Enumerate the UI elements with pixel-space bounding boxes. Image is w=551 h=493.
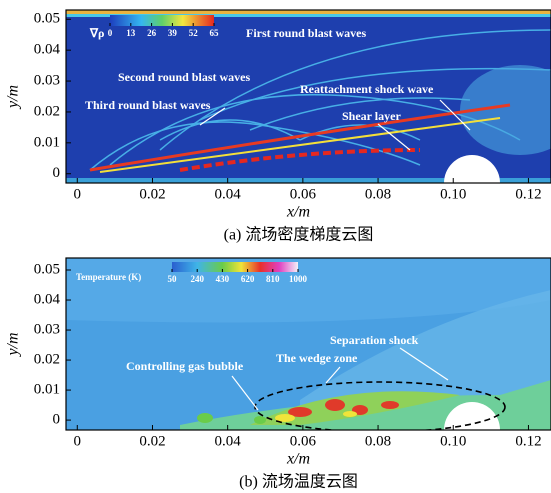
colorbar-tick-label: 26 [147,28,157,38]
annotation: The wedge zone [276,351,358,365]
annotation: Shear layer [342,109,401,123]
x-tick-label: 0.10 [440,433,466,449]
colorbar-tick-label: 0 [108,28,113,38]
y-tick-label: 0.03 [34,72,60,88]
x-tick-label: 0.02 [139,186,165,202]
colorbar-label: ∇ρ [89,26,104,40]
caption: (b) 流场温度云图 [239,473,358,491]
annotation: Separation shock [330,333,419,347]
colorbar-tick-label: 50 [168,274,178,284]
annotation: Reattachment shock wave [300,82,434,96]
x-tick-label: 0.10 [440,186,466,202]
x-tick-label: 0 [74,186,82,202]
annotation: Second round blast waves [118,70,250,84]
y-tick-label: 0.03 [34,321,60,337]
temperature-field [66,258,551,432]
x-axis-label: x/m [286,451,310,468]
annotation: Third round blast waves [85,98,211,112]
y-tick-label: 0.02 [34,351,60,367]
colorbar-tick-label: 620 [241,274,255,284]
colorbar-tick-label: 240 [190,274,204,284]
y-axis-label: y/m [5,85,22,110]
colorbar-tick-label: 52 [189,28,199,38]
x-tick-label: 0.12 [515,186,541,202]
y-tick-label: 0.01 [34,382,60,398]
x-tick-label: 0.08 [365,186,391,202]
caption: (a) 流场密度梯度云图 [224,226,374,244]
x-tick-label: 0.02 [139,433,165,449]
colorbar-tick-label: 65 [210,28,220,38]
x-tick-label: 0.12 [515,433,541,449]
y-tick-label: 0.04 [34,42,61,58]
y-tick-label: 0.04 [34,291,61,307]
colorbar-tick-label: 810 [266,274,280,284]
x-tick-label: 0 [74,433,82,449]
colorbar-label: Temperature (K) [76,272,141,282]
y-tick-label: 0.01 [34,134,60,150]
y-tick-label: 0.02 [34,103,60,119]
colorbar [110,15,214,26]
colorbar-tick-label: 39 [168,28,178,38]
colorbar [172,262,298,272]
y-axis-label: y/m [5,332,22,357]
y-tick-label: 0.05 [34,11,60,27]
x-tick-label: 0.06 [290,433,317,449]
x-tick-label: 0.04 [215,186,242,202]
y-tick-label: 0 [53,412,61,428]
colorbar-tick-label: 1000 [289,274,308,284]
annotation: Controlling gas bubble [126,359,244,373]
annotation: First round blast waves [246,26,366,40]
x-tick-label: 0.06 [290,186,317,202]
colorbar-tick-label: 13 [126,28,136,38]
x-tick-label: 0.04 [215,433,242,449]
x-tick-label: 0.08 [365,433,391,449]
y-tick-label: 0.05 [34,261,60,277]
colorbar-tick-label: 430 [216,274,230,284]
figure: 0 0.02 0.04 0.06 0.08 0.10 0.12 0 0.01 0.02 0.03 0.… [0,0,551,493]
y-tick-label: 0 [53,165,61,181]
x-axis-label: x/m [286,204,310,221]
